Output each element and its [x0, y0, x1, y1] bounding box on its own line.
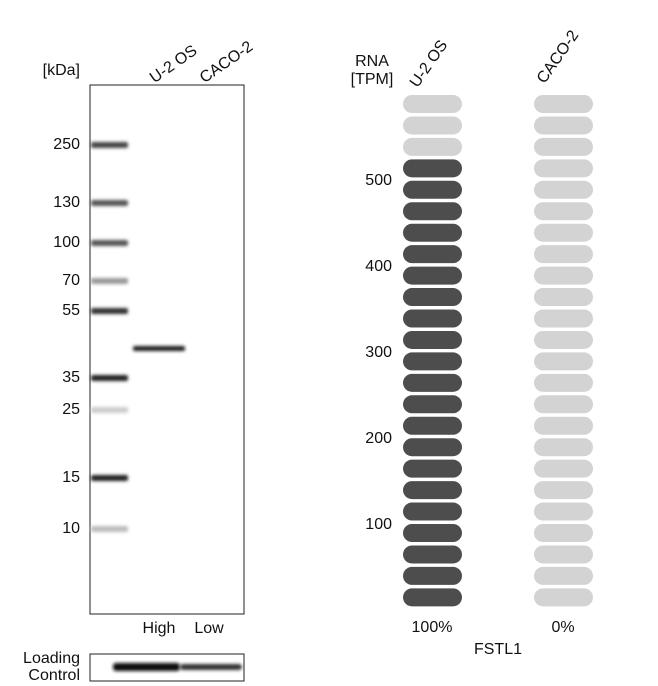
rna-pill — [534, 309, 593, 328]
rna-pill — [403, 266, 462, 285]
rna-axis-label: RNA — [355, 53, 389, 70]
rna-pill — [534, 588, 593, 607]
marker-label: 35 — [62, 369, 80, 386]
rna-tick-label: 400 — [365, 258, 392, 275]
level-label: Low — [194, 620, 224, 637]
kda-label: [kDa] — [43, 62, 80, 79]
ladder-band — [91, 407, 128, 413]
rna-pill — [403, 588, 462, 607]
rna-tick-label: 300 — [365, 344, 392, 361]
rna-pill — [534, 545, 593, 564]
rna-pill — [534, 373, 593, 392]
loading-band — [113, 663, 180, 671]
rna-pill — [534, 502, 593, 521]
rna-tick-label: 200 — [365, 430, 392, 447]
marker-label: 130 — [53, 194, 80, 211]
rna-pill — [403, 245, 462, 264]
marker-label: 25 — [62, 401, 80, 418]
rna-pill — [403, 481, 462, 500]
rna-pill — [534, 95, 593, 113]
rna-pill — [403, 309, 462, 328]
sample-label: U-2 OS — [407, 37, 452, 90]
rna-pill — [403, 524, 462, 542]
percentage: 100% — [412, 619, 453, 636]
rna-pill — [534, 159, 593, 178]
rna-pill — [403, 288, 462, 307]
rna-pill — [403, 180, 462, 199]
gene-name: FSTL1 — [474, 641, 522, 658]
rna-pill — [534, 223, 593, 242]
rna-pill — [534, 137, 593, 156]
marker-label: 15 — [62, 469, 80, 486]
rna-pill — [403, 202, 462, 221]
ladder-band — [91, 375, 128, 381]
rna-pill — [403, 566, 462, 585]
rna-pill — [403, 137, 462, 156]
loading-label: Control — [28, 667, 80, 684]
marker-label: 70 — [62, 272, 80, 289]
rna-pill — [403, 159, 462, 178]
rna-pill — [403, 416, 462, 435]
ladder-band — [91, 240, 128, 246]
rna-pill — [534, 481, 593, 500]
loading-band — [180, 664, 242, 670]
loading-label: Loading — [23, 650, 80, 667]
rna-pill — [403, 116, 462, 135]
rna-pill — [534, 459, 593, 478]
rna-pill — [534, 330, 593, 349]
rna-pill — [403, 395, 462, 414]
level-label: High — [143, 620, 176, 637]
rna-pill — [403, 330, 462, 349]
sample-label: CACO-2 — [534, 27, 583, 86]
rna-pill — [403, 373, 462, 392]
rna-pill — [403, 459, 462, 478]
marker-label: 55 — [62, 302, 80, 319]
rna-pill — [403, 95, 462, 113]
percentage: 0% — [551, 619, 574, 636]
rna-pill — [403, 502, 462, 521]
ladder-band — [91, 142, 128, 148]
rna-pill — [534, 524, 593, 542]
rna-axis-label: [TPM] — [351, 71, 394, 88]
marker-labels: 250 130 100 70 55 35 25 15 10 — [53, 136, 80, 537]
rna-pill — [534, 352, 593, 371]
rna-pill — [534, 288, 593, 307]
rna-pill — [534, 180, 593, 199]
ladder-band — [91, 475, 128, 481]
rna-pill — [403, 352, 462, 371]
blot-band — [133, 346, 185, 351]
ladder-band — [91, 200, 128, 206]
ladder-band — [91, 278, 128, 284]
ladder-band — [91, 526, 128, 532]
rna-pill — [534, 245, 593, 264]
rna-tick-label: 100 — [365, 516, 392, 533]
rna-pill — [534, 116, 593, 135]
lane-label: CACO-2 — [197, 38, 256, 87]
ladder — [91, 142, 128, 532]
rna-pill — [534, 566, 593, 585]
rna-pill — [534, 395, 593, 414]
ladder-band — [91, 308, 128, 314]
rna-pill — [534, 416, 593, 435]
rna-tick-label: 500 — [365, 172, 392, 189]
rna-pill — [403, 545, 462, 564]
rna-pill — [534, 202, 593, 221]
rna-bars — [403, 95, 593, 607]
rna-pill — [403, 438, 462, 457]
marker-label: 10 — [62, 520, 80, 537]
rna-ticks: 100 200 300 400 500 — [365, 172, 392, 533]
rna-pill — [534, 438, 593, 457]
lane-label: U-2 OS — [147, 42, 200, 87]
marker-label: 100 — [53, 234, 80, 251]
marker-label: 250 — [53, 136, 80, 153]
rna-pill — [403, 223, 462, 242]
rna-pill — [534, 266, 593, 285]
